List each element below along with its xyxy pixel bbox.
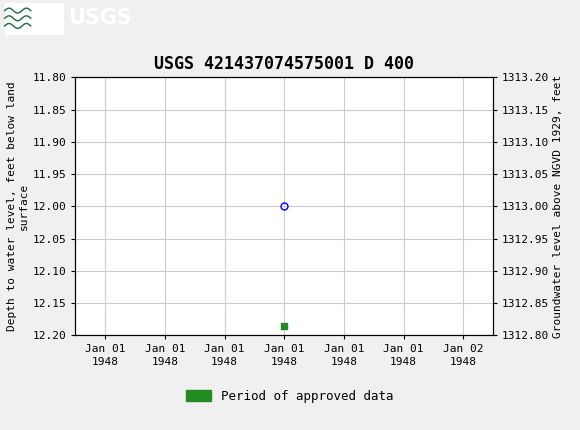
- Bar: [5, 3, 63, 34]
- Y-axis label: Depth to water level, feet below land
surface: Depth to water level, feet below land su…: [7, 82, 28, 331]
- Y-axis label: Groundwater level above NGVD 1929, feet: Groundwater level above NGVD 1929, feet: [553, 75, 563, 338]
- Legend: Period of approved data: Period of approved data: [181, 385, 399, 408]
- Text: USGS: USGS: [68, 8, 132, 28]
- Title: USGS 421437074575001 D 400: USGS 421437074575001 D 400: [154, 55, 414, 73]
